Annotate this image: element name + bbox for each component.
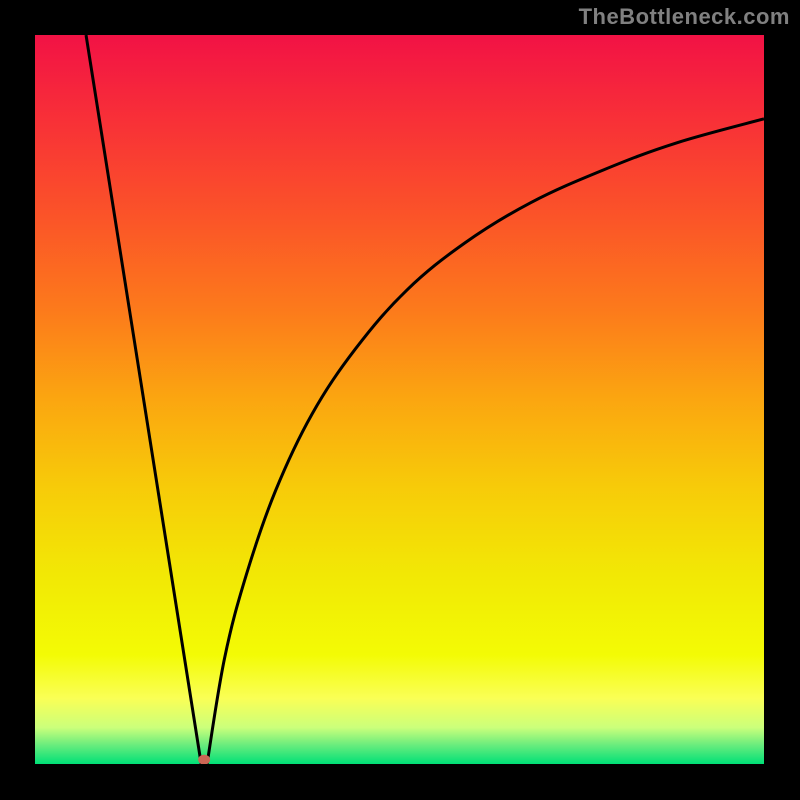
plot-area <box>35 35 764 764</box>
chart-frame: TheBottleneck.com <box>0 0 800 800</box>
plot-svg <box>35 35 764 764</box>
watermark-text: TheBottleneck.com <box>579 4 790 30</box>
